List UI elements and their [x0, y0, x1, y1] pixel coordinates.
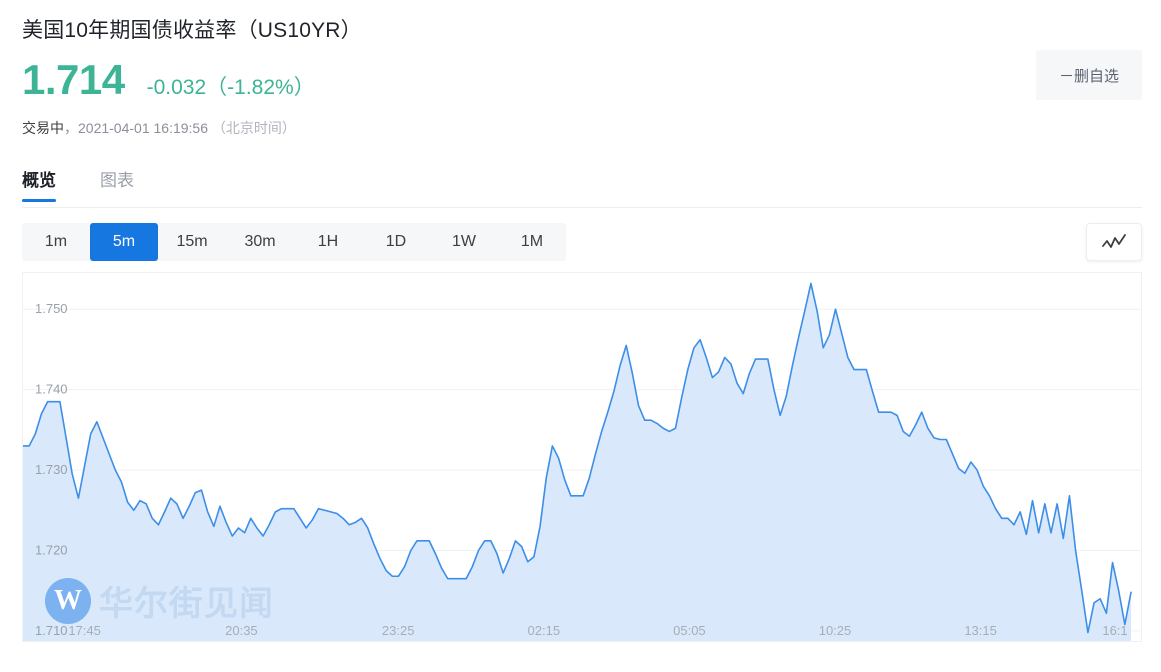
- quote-timestamp: 2021-04-01 16:19:56: [78, 120, 208, 136]
- timeframe-1w[interactable]: 1W: [452, 233, 476, 250]
- tab-chart[interactable]: 图表: [100, 171, 134, 190]
- svg-text:17:45: 17:45: [68, 623, 101, 638]
- instrument-name: 美国10年期国债收益率: [22, 19, 237, 42]
- svg-text:1.730: 1.730: [35, 462, 68, 477]
- price-chart[interactable]: 1.750 1.740 1.730 1.720 1.710 17:45 20:35 23:2…: [22, 272, 1142, 642]
- chart-canvas: 1.750 1.740 1.730 1.720 1.710 17:45 20:35 23:2…: [23, 282, 1141, 641]
- timeframe-30m[interactable]: 30m: [244, 233, 276, 250]
- y-axis-labels: 1.750 1.740 1.730 1.720 1.710: [35, 301, 68, 638]
- timeframe-1M[interactable]: 1M: [520, 233, 544, 250]
- svg-text:10:25: 10:25: [819, 623, 852, 638]
- section-tabs: 概览 图表: [22, 166, 134, 202]
- svg-text:1.750: 1.750: [35, 301, 68, 316]
- tabs-divider: [22, 207, 1142, 208]
- chart-type-button[interactable]: [1086, 223, 1142, 261]
- last-price: 1.714: [22, 56, 125, 103]
- quote-summary: 1.714 -0.032（-1.82%）: [22, 57, 315, 103]
- svg-text:23:25: 23:25: [382, 623, 415, 638]
- tab-overview[interactable]: 概览: [22, 166, 56, 202]
- market-status: 交易中: [22, 120, 64, 136]
- svg-text:1.710: 1.710: [35, 623, 68, 638]
- svg-text:05:05: 05:05: [673, 623, 706, 638]
- timeframe-1h[interactable]: 1H: [317, 233, 339, 250]
- instrument-symbol: （US10YR）: [236, 19, 362, 42]
- timeframe-1m[interactable]: 1m: [44, 233, 68, 250]
- timeframe-15m[interactable]: 15m: [176, 233, 208, 250]
- chart-line: [23, 282, 1132, 634]
- svg-text:1.740: 1.740: [35, 382, 68, 397]
- svg-text:02:15: 02:15: [528, 623, 561, 638]
- status-separator: ，: [64, 120, 78, 136]
- page-title: 美国10年期国债收益率（US10YR）: [22, 14, 362, 44]
- timeframe-1d[interactable]: 1D: [385, 233, 407, 250]
- chart-area-fill: [23, 283, 1131, 641]
- price-change: -0.032（-1.82%）: [146, 76, 315, 99]
- svg-text:1.720: 1.720: [35, 543, 68, 558]
- line-chart-icon: [1102, 234, 1126, 248]
- remove-watchlist-button[interactable]: －删自选: [1036, 50, 1142, 100]
- quote-timezone: （北京时间）: [211, 120, 296, 136]
- market-status-row: 交易中，2021-04-01 16:19:56 （北京时间）: [22, 118, 296, 138]
- timeframe-selector: 1m 5m 15m 30m 1H 1D 1W 1M: [22, 223, 566, 261]
- svg-text:20:35: 20:35: [225, 623, 258, 638]
- x-axis-labels: 17:45 20:35 23:25 02:15 05:05 10:25 13:15 16:1: [68, 623, 1127, 638]
- svg-text:16:1: 16:1: [1102, 623, 1127, 638]
- svg-text:13:15: 13:15: [964, 623, 997, 638]
- timeframe-5m[interactable]: 5m: [90, 223, 158, 261]
